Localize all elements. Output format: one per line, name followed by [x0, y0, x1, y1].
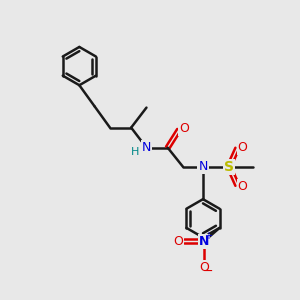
Text: O: O: [173, 235, 183, 248]
Text: O: O: [179, 122, 189, 135]
Text: S: S: [224, 160, 234, 174]
Text: H: H: [131, 147, 140, 157]
Text: +: +: [204, 231, 212, 241]
Text: O: O: [238, 180, 248, 193]
Text: −: −: [203, 265, 214, 278]
Text: O: O: [199, 261, 209, 274]
Text: N: N: [199, 235, 209, 248]
Text: O: O: [238, 141, 248, 154]
Text: N: N: [198, 160, 208, 173]
Text: N: N: [142, 141, 151, 154]
